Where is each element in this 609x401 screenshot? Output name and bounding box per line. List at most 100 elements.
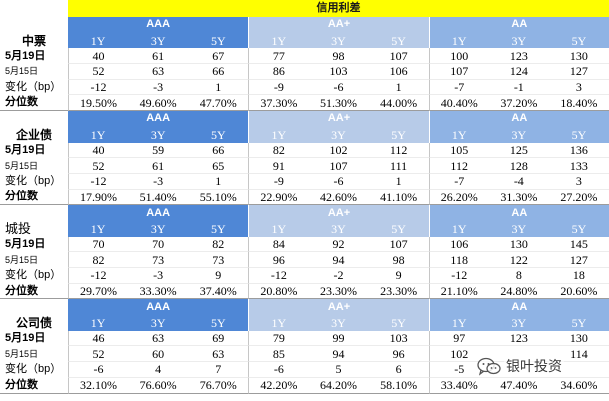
tenor-header-aa-1y: 1Y bbox=[429, 315, 489, 331]
spread-change-cell: 3 bbox=[549, 174, 609, 190]
percentile-cell: 51.30% bbox=[308, 95, 368, 111]
spread-may15-cell: 107 bbox=[429, 64, 489, 80]
percentile-cell: 34.60% bbox=[549, 378, 609, 394]
tenor-header-aa-plus-5y: 5Y bbox=[369, 33, 429, 49]
percentile-cell: 76.60% bbox=[128, 378, 188, 394]
spread-may15-cell: 111 bbox=[369, 158, 429, 174]
percentile-cell: 22.90% bbox=[248, 190, 308, 206]
percentile-cell: 33.40% bbox=[429, 378, 489, 394]
spread-change-cell: 5 bbox=[308, 362, 368, 378]
spread-may19-cell: 70 bbox=[68, 237, 128, 253]
rating-header-aaa: AAA bbox=[68, 17, 248, 33]
spread-change-cell: 4 bbox=[128, 362, 188, 378]
percentile-cell: 26.20% bbox=[429, 190, 489, 206]
spread-may15-cell: 127 bbox=[549, 252, 609, 268]
tenor-header-aa-plus-3y: 3Y bbox=[308, 33, 368, 49]
percentile-cell: 20.80% bbox=[248, 284, 308, 300]
spread-change-cell: -9 bbox=[248, 80, 308, 96]
percentile-cell: 20.60% bbox=[549, 284, 609, 300]
percentile-cell: 33.30% bbox=[128, 284, 188, 300]
rating-header-aa-plus: AA+ bbox=[248, 299, 428, 315]
spread-change-cell: 3 bbox=[549, 80, 609, 96]
percentile-cell: 32.10% bbox=[68, 378, 128, 394]
section-header-blank bbox=[0, 205, 68, 221]
percentile-cell: 31.30% bbox=[489, 190, 549, 206]
spread-may15-cell: 63 bbox=[188, 346, 248, 362]
spread-may19-cell: 107 bbox=[369, 237, 429, 253]
percentile-cell: 42.60% bbox=[308, 190, 368, 206]
spread-may19-cell: 99 bbox=[308, 331, 368, 347]
spread-may19-cell: 82 bbox=[248, 143, 308, 159]
tenor-header-aaa-3y: 3Y bbox=[128, 315, 188, 331]
percentile-cell: 18.40% bbox=[549, 95, 609, 111]
spread-may19-cell: 103 bbox=[369, 331, 429, 347]
spread-change-cell: -12 bbox=[68, 174, 128, 190]
tenor-header-aaa-1y: 1Y bbox=[68, 315, 128, 331]
spread-may19-cell: 97 bbox=[429, 331, 489, 347]
tenor-header-aa-plus-3y: 3Y bbox=[308, 127, 368, 143]
rating-header-aa: AA bbox=[429, 111, 609, 127]
percentile-cell: 37.30% bbox=[248, 95, 308, 111]
spread-may15-cell: 94 bbox=[308, 346, 368, 362]
percentile-cell: 40.40% bbox=[429, 95, 489, 111]
spread-may19-cell: 145 bbox=[549, 237, 609, 253]
tenor-header-aaa-3y: 3Y bbox=[128, 221, 188, 237]
spread-change-cell: 1 bbox=[369, 80, 429, 96]
spread-may19-cell: 107 bbox=[369, 48, 429, 64]
spread-change-cell: -9 bbox=[248, 174, 308, 190]
spread-may15-cell: 112 bbox=[429, 158, 489, 174]
tenor-header-aaa-1y: 1Y bbox=[68, 221, 128, 237]
row-label-may19: 5月19日 bbox=[0, 237, 68, 253]
tenor-header-aaa-5y: 5Y bbox=[188, 221, 248, 237]
percentile-cell: 42.20% bbox=[248, 378, 308, 394]
spread-change-cell: -4 bbox=[489, 174, 549, 190]
spread-change-cell: -3 bbox=[128, 174, 188, 190]
percentile-cell: 23.30% bbox=[308, 284, 368, 300]
spread-may19-cell: 84 bbox=[248, 237, 308, 253]
spread-may19-cell: 70 bbox=[128, 237, 188, 253]
row-label-may19: 5月19日 bbox=[0, 331, 68, 347]
spread-may19-cell: 130 bbox=[489, 237, 549, 253]
tenor-header-aa-plus-1y: 1Y bbox=[248, 221, 308, 237]
tenor-header-aa-3y: 3Y bbox=[489, 127, 549, 143]
spread-may19-cell: 63 bbox=[128, 331, 188, 347]
spread-may19-cell: 61 bbox=[128, 48, 188, 64]
rating-header-aaa: AAA bbox=[68, 299, 248, 315]
tenor-header-aa-3y: 3Y bbox=[489, 221, 549, 237]
spread-may19-cell: 102 bbox=[308, 143, 368, 159]
tenor-header-aa-1y: 1Y bbox=[429, 33, 489, 49]
spread-change-cell: -6 bbox=[308, 80, 368, 96]
spread-change-cell: 1 bbox=[188, 174, 248, 190]
row-label-may15: 5月15日 bbox=[0, 158, 68, 174]
spread-may15-cell: 106 bbox=[369, 64, 429, 80]
percentile-cell: 21.10% bbox=[429, 284, 489, 300]
spread-may19-cell: 100 bbox=[429, 48, 489, 64]
spread-may19-cell: 46 bbox=[68, 331, 128, 347]
spread-may15-cell: 91 bbox=[248, 158, 308, 174]
spread-may15-cell: 128 bbox=[489, 158, 549, 174]
spread-may15-cell: 94 bbox=[308, 252, 368, 268]
spread-change-cell: 1 bbox=[369, 174, 429, 190]
percentile-cell: 17.90% bbox=[68, 190, 128, 206]
percentile-cell: 76.70% bbox=[188, 378, 248, 394]
tenor-header-aa-plus-5y: 5Y bbox=[369, 315, 429, 331]
row-label-percentile: 分位数 bbox=[0, 284, 68, 300]
tenor-header-aa-plus-1y: 1Y bbox=[248, 315, 308, 331]
tenor-header-aaa-1y: 1Y bbox=[68, 33, 128, 49]
spread-may15-cell: 127 bbox=[549, 64, 609, 80]
percentile-cell: 41.10% bbox=[369, 190, 429, 206]
spread-may15-cell: 66 bbox=[188, 64, 248, 80]
spread-may15-cell: 85 bbox=[248, 346, 308, 362]
section-name: 公司债 bbox=[0, 315, 68, 331]
percentile-cell: 47.70% bbox=[188, 95, 248, 111]
tenor-header-aaa-5y: 5Y bbox=[188, 127, 248, 143]
tenor-header-aa-1y: 1Y bbox=[429, 221, 489, 237]
spread-may15-cell: 124 bbox=[489, 64, 549, 80]
percentile-cell: 23.30% bbox=[369, 284, 429, 300]
spread-change-cell: -12 bbox=[68, 80, 128, 96]
row-label-percentile: 分位数 bbox=[0, 190, 68, 206]
spread-may19-cell: 112 bbox=[369, 143, 429, 159]
row-label-may19: 5月19日 bbox=[0, 48, 68, 64]
spread-may15-cell: 52 bbox=[68, 64, 128, 80]
